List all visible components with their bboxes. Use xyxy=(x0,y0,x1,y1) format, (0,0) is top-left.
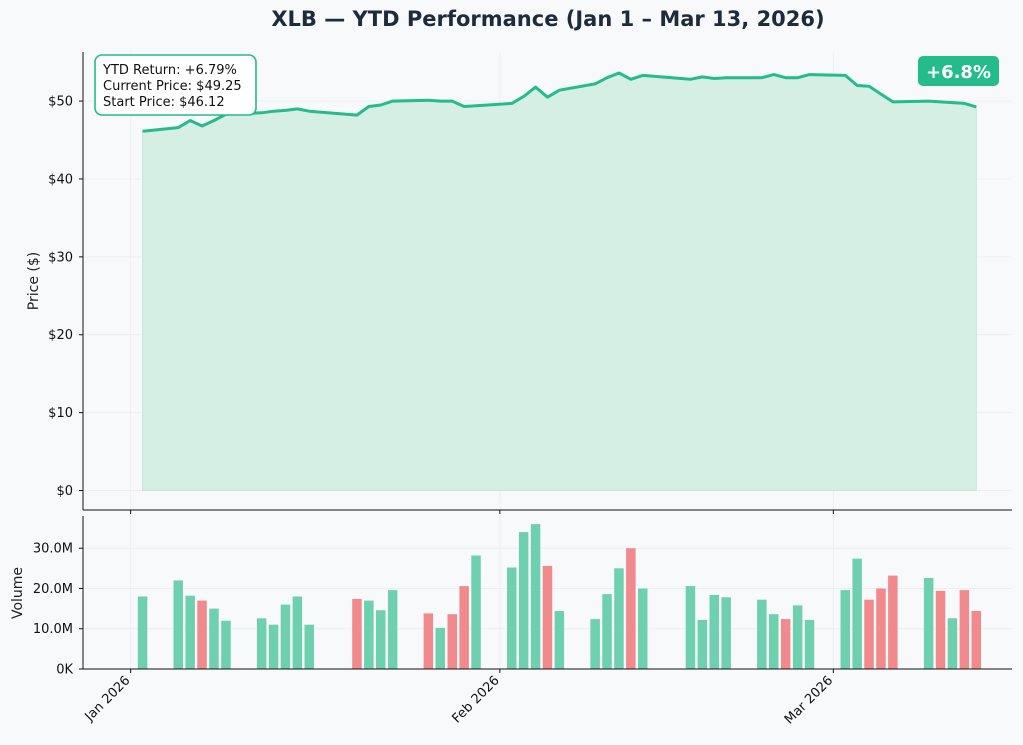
volume-bar xyxy=(721,597,731,669)
volume-bar xyxy=(852,558,862,669)
x-tick-label: Feb 2026 xyxy=(449,673,502,726)
volume-bar xyxy=(447,614,457,669)
volume-axes xyxy=(82,516,1012,670)
volume-bar xyxy=(292,596,303,669)
info-box-line: Current Price: $49.25 xyxy=(103,79,242,94)
volume-bar xyxy=(518,532,529,669)
x-tick-label: Mar 2026 xyxy=(782,673,836,727)
volume-bar xyxy=(769,614,779,669)
volume-bar xyxy=(137,596,148,669)
volume-bar xyxy=(256,618,267,669)
volume-bar xyxy=(471,555,481,669)
volume-bar xyxy=(864,599,874,669)
price-y-tick-label: $30 xyxy=(48,250,73,265)
return-badge-box xyxy=(918,56,999,86)
price-y-tick-label: $20 xyxy=(48,328,73,343)
return-badge-text: +6.8% xyxy=(926,62,991,83)
price-y-ticks: $0 $10 $20 $30 $40 $50 xyxy=(48,95,83,499)
price-area-fill xyxy=(142,72,977,492)
volume-bar xyxy=(780,619,791,669)
volume-bar xyxy=(923,578,934,669)
volume-bar xyxy=(947,618,958,669)
volume-bar xyxy=(209,608,219,669)
volume-bar xyxy=(554,611,565,669)
x-tick-label: Jan 2026 xyxy=(82,673,134,725)
volume-bar xyxy=(352,598,362,669)
volume-bar xyxy=(459,586,469,669)
volume-bar xyxy=(888,575,898,669)
volume-bar xyxy=(280,604,291,669)
volume-bar xyxy=(602,594,612,669)
price-y-tick-label: $40 xyxy=(48,172,73,187)
volume-bar xyxy=(804,619,815,669)
volume-bar xyxy=(530,524,541,669)
volume-bar xyxy=(435,627,445,669)
info-box: YTD Return: +6.79% Current Price: $49.25… xyxy=(94,54,257,116)
volume-bar xyxy=(935,590,946,669)
volume-bar xyxy=(959,590,970,669)
price-axes xyxy=(82,52,1012,511)
price-y-tick-label: $10 xyxy=(48,406,73,421)
volume-bar xyxy=(792,605,803,669)
volume-bar xyxy=(709,594,719,669)
price-y-tick-label: $50 xyxy=(48,95,73,110)
volume-bar xyxy=(364,600,374,669)
volume-y-tick-label: 0K xyxy=(56,663,73,678)
volume-bar xyxy=(304,624,314,669)
volume-bar xyxy=(173,580,183,669)
volume-bar xyxy=(697,619,708,669)
info-box-line: Start Price: $46.12 xyxy=(103,95,225,110)
volume-bar xyxy=(614,568,624,669)
volume-bar xyxy=(542,565,553,669)
volume-bar xyxy=(185,595,195,669)
volume-bar xyxy=(757,599,767,669)
volume-bar xyxy=(423,613,434,669)
volume-bar xyxy=(638,588,648,669)
volume-bar xyxy=(507,567,517,669)
volume-y-axis-label: Volume xyxy=(10,567,26,619)
volume-bar xyxy=(268,624,279,669)
volume-bar xyxy=(197,600,207,669)
price-y-axis-label: Price ($) xyxy=(26,252,42,310)
volume-bar xyxy=(221,620,231,669)
volume-bar xyxy=(840,590,850,669)
volume-bar xyxy=(376,610,386,669)
volume-bar xyxy=(387,590,398,669)
price-y-tick-label: $0 xyxy=(56,484,73,499)
volume-bar xyxy=(876,588,886,669)
chart-title: XLB — YTD Performance (Jan 1 – Mar 13, 2… xyxy=(271,7,824,31)
info-box-line: YTD Return: +6.79% xyxy=(102,63,237,78)
volume-y-tick-label: 20.0M xyxy=(33,582,73,597)
volume-bar xyxy=(626,548,636,669)
volume-bars xyxy=(137,524,981,669)
info-box-frame xyxy=(94,54,257,116)
return-badge: +6.8% xyxy=(918,56,999,86)
volume-bar xyxy=(590,619,600,669)
volume-y-tick-label: 10.0M xyxy=(33,622,73,637)
volume-bar xyxy=(685,586,696,669)
price-points xyxy=(142,72,977,132)
volume-y-tick-label: 30.0M xyxy=(33,542,73,557)
volume-y-ticks: 0K 10.0M 20.0M 30.0M xyxy=(33,542,83,678)
volume-bar xyxy=(971,611,981,669)
